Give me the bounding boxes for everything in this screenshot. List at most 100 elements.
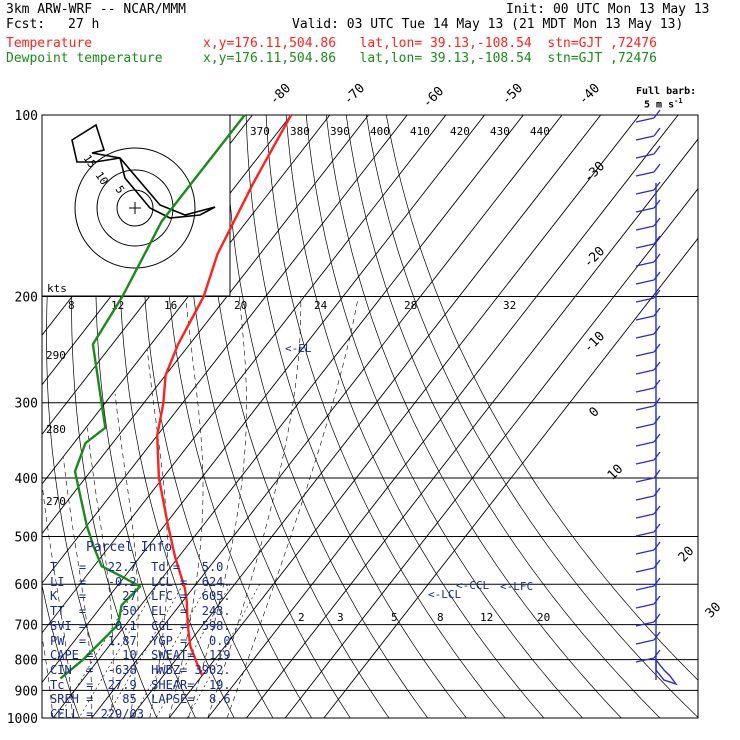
theta-label: 420: [450, 125, 470, 138]
theta-label: 290: [46, 349, 66, 362]
wind-barb: [635, 531, 655, 537]
moist-adiabat: [188, 296, 247, 718]
dry-adiabat: [305, 115, 583, 718]
wind-barb: [635, 297, 655, 303]
wind-barb: [635, 207, 655, 213]
wind-barb: [653, 559, 661, 569]
isotherm-line: [52, 115, 524, 718]
dewpoint-legend: Dewpoint temperature: [6, 51, 163, 66]
level-annotation: <-LCL: [428, 588, 461, 601]
mixing-ratio-label: 32: [503, 299, 516, 312]
dry-adiabat: [365, 115, 698, 718]
isotherm-line: [323, 237, 698, 718]
wind-barb: [635, 405, 655, 411]
forecast-hours: 27 h: [68, 17, 100, 32]
mixing-ratio-line: [187, 584, 260, 718]
parcel-info-row: TT = 50 EL = 243.: [50, 604, 231, 619]
pressure-tick-label: 500: [15, 530, 38, 545]
isotherm-line: [246, 138, 698, 718]
dry-adiabat: [46, 115, 119, 718]
dry-adiabat: [265, 115, 506, 718]
dry-adiabat: [205, 115, 390, 718]
wind-barb: [635, 279, 655, 285]
wind-barb: [635, 225, 655, 231]
isotherm-line: [42, 115, 485, 684]
wind-barb: [653, 199, 661, 209]
isotherm-line: [42, 115, 331, 485]
mixing-ratio-label: 8: [68, 299, 75, 312]
dry-adiabat: [225, 115, 429, 718]
wind-barb: [635, 459, 655, 465]
parcel-info-row: CIN = -638 HWBZ= 3902.: [50, 662, 231, 677]
dry-adiabat: [95, 115, 196, 718]
temperature-location: x,y=176.11,504.86 lat,lon= 39.13,-108.54…: [203, 36, 657, 51]
moist-adiabat: [168, 302, 204, 718]
wind-barb: [653, 577, 661, 587]
isotherm-line: [42, 115, 408, 584]
dry-adiabat: [184, 115, 351, 718]
wind-barb: [635, 351, 655, 357]
pressure-tick-label: 300: [15, 397, 38, 412]
mixing-ratio-line: [105, 584, 184, 718]
isotherm-label: 20: [676, 544, 698, 566]
mixing-ratio-label: 28: [404, 299, 417, 312]
wind-barb: [653, 505, 661, 515]
wind-barb: [635, 261, 655, 267]
mixing-ratio-label: 8: [437, 611, 444, 624]
wind-barb: [653, 649, 661, 659]
wind-barb: [653, 397, 661, 407]
wind-barb: [653, 127, 661, 137]
mixing-ratio-line: [78, 584, 158, 718]
theta-label: 440: [530, 125, 550, 138]
parcel-info-row: SREH = 85 LAPSE= 8.6: [50, 692, 231, 707]
isotherm-line: [91, 115, 563, 718]
moist-adiabat: [63, 457, 93, 718]
parcel-info-title: Parcel Info: [86, 540, 173, 555]
hodograph: [41, 114, 231, 297]
parcel-info-row: K = 27 LFC = 605.: [50, 589, 231, 604]
isotherm-line: [42, 115, 447, 634]
full-barb-units: 5 m s-1: [644, 94, 683, 112]
dry-adiabat: [71, 115, 158, 718]
moist-adiabat: [207, 296, 302, 718]
wind-barb: [653, 343, 661, 353]
isotherm-label: 30: [703, 600, 725, 622]
full-barb-label: Full barb:: [636, 86, 697, 97]
wind-barb: [653, 307, 661, 317]
isotherm-label: -60: [420, 84, 447, 111]
wind-barb-surface: [655, 658, 678, 686]
wind-barb: [653, 163, 661, 173]
wind-barb: [635, 423, 655, 429]
dry-adiabat: [345, 115, 661, 718]
wind-barb: [653, 325, 661, 335]
isotherm-label: -80: [267, 81, 294, 108]
wind-barb: [635, 567, 655, 573]
wind-barb: [635, 639, 655, 645]
wind-barb: [653, 217, 661, 227]
parcel-info-row: T = 22.7 Td = 5.0: [50, 560, 224, 574]
theta-label: 280: [46, 423, 66, 436]
wind-barb: [635, 243, 655, 249]
mixing-ratio-label: 16: [164, 299, 177, 312]
wind-barb: [635, 117, 655, 123]
isotherm-line: [207, 115, 679, 718]
wind-barb: [653, 523, 661, 533]
moist-adiabat: [87, 427, 114, 718]
theta-label: 270: [46, 495, 66, 508]
valid-time: Valid: 03 UTC Tue 14 May 13 (21 MDT Mon …: [292, 17, 684, 32]
wind-barb: [635, 477, 655, 483]
parcel-info-row: Tc = 27.9 SHEAR= 19.: [50, 677, 231, 692]
isotherm-label: -20: [581, 244, 608, 271]
moist-adiabat: [226, 296, 359, 718]
wind-barb: [635, 513, 655, 519]
isotherm-label: -40: [576, 81, 603, 108]
mixing-ratio-label: 20: [537, 611, 550, 624]
dewpoint-location: x,y=176.11,504.86 lat,lon= 39.13,-108.54…: [203, 51, 657, 66]
mixing-ratio-label: 24: [314, 299, 328, 312]
temperature-profile: [156, 114, 293, 676]
theta-label: 370: [250, 125, 270, 138]
wind-barb: [653, 145, 661, 155]
dry-adiabat: [385, 115, 698, 681]
wind-barb: [653, 469, 661, 479]
